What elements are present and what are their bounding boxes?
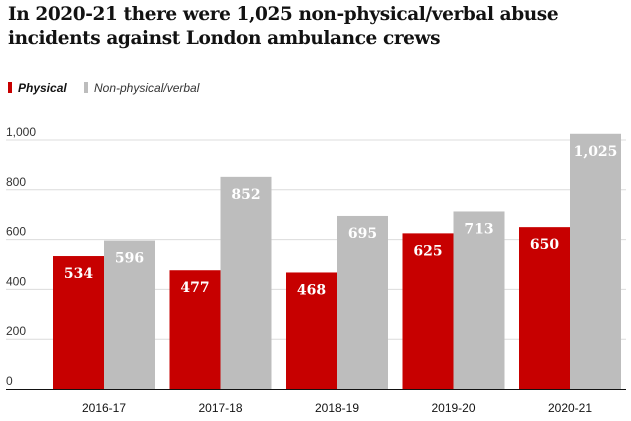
data-label-physical-2019-20: 625 [413, 243, 442, 259]
bar-non-physical-verbal-2019-20 [453, 211, 505, 389]
x-tick-label-2016-17: 2016-17 [82, 401, 126, 415]
y-tick-label-600: 600 [6, 225, 26, 239]
legend-label-non-physical: Non-physical/verbal [94, 81, 200, 95]
data-label-non-physical-verbal-2016-17: 596 [115, 251, 144, 267]
x-tick-label-2017-18: 2017-18 [198, 401, 242, 415]
data-label-non-physical-verbal-2020-21: 1,025 [574, 144, 618, 160]
y-tick-label-0: 0 [6, 374, 13, 388]
legend-swatch-physical [8, 82, 12, 93]
bar-physical-2016-17 [53, 256, 104, 389]
y-tick-label-800: 800 [6, 175, 26, 189]
x-tick-label-2020-21: 2020-21 [548, 401, 592, 415]
bar-non-physical-verbal-2016-17 [104, 240, 155, 389]
legend-label-physical: Physical [18, 81, 67, 95]
bar-non-physical-verbal-2017-18 [220, 176, 272, 389]
bar-physical-2017-18 [169, 270, 221, 389]
bar-physical-2019-20 [402, 233, 454, 389]
bar-non-physical-verbal-2018-19 [337, 215, 388, 389]
data-label-physical-2020-21: 650 [530, 237, 559, 253]
data-label-non-physical-verbal-2019-20: 713 [464, 221, 493, 237]
data-label-physical-2018-19: 468 [297, 282, 326, 298]
data-label-physical-2016-17: 534 [64, 266, 93, 282]
bar-non-physical-verbal-2020-21 [570, 133, 621, 389]
y-tick-label-200: 200 [6, 324, 26, 338]
bar-physical-2020-21 [519, 227, 570, 389]
data-label-non-physical-verbal-2017-18: 852 [231, 187, 260, 203]
data-label-physical-2017-18: 477 [180, 280, 209, 296]
data-label-non-physical-verbal-2018-19: 695 [348, 226, 377, 242]
x-tick-label-2019-20: 2019-20 [431, 401, 475, 415]
bar-physical-2018-19 [286, 272, 337, 389]
y-tick-label-1-000: 1,000 [6, 125, 36, 139]
x-tick-label-2018-19: 2018-19 [315, 401, 359, 415]
y-tick-label-400: 400 [6, 274, 26, 288]
chart-title: In 2020-21 there were 1,025 non-physical… [8, 4, 559, 49]
legend-swatch-non-physical [84, 82, 88, 93]
